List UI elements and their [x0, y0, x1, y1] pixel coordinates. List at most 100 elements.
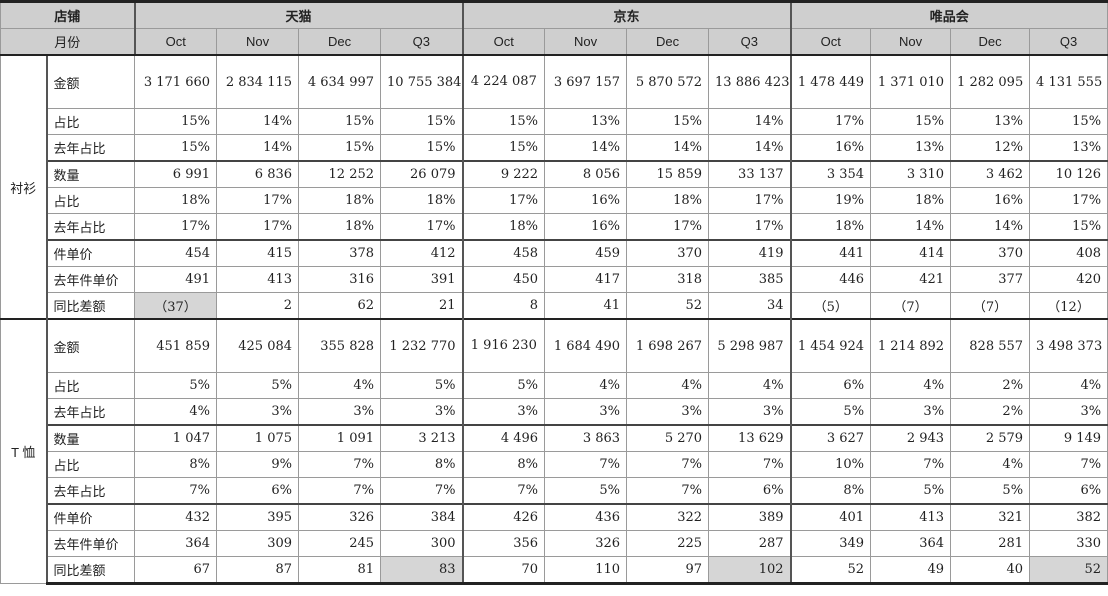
data-cell: 3 354: [790, 160, 872, 188]
metric-label: 占比: [45, 451, 136, 478]
metric-label: 件单价: [45, 239, 136, 267]
data-cell: 377: [950, 266, 1031, 293]
data-cell: 5%: [950, 477, 1031, 505]
data-cell: 12%: [950, 134, 1031, 162]
data-cell: 370: [950, 239, 1031, 267]
data-cell: 4%: [870, 372, 952, 399]
month-header-cell: Oct: [790, 28, 872, 56]
data-cell: 1 684 490: [544, 318, 628, 373]
data-cell: 4 131 555: [1029, 54, 1108, 109]
data-cell: 459: [544, 239, 628, 267]
data-cell: 14%: [544, 134, 628, 162]
data-cell: 2: [216, 292, 300, 320]
data-cell: 6%: [708, 477, 792, 505]
metric-label: 去年占比: [45, 134, 136, 162]
data-cell: 15%: [298, 134, 382, 162]
data-cell: 16%: [790, 134, 872, 162]
data-cell: 18%: [134, 187, 218, 214]
metric-label: 件单价: [45, 503, 136, 531]
data-cell: 426: [462, 503, 546, 531]
data-cell: 13 886 423: [708, 54, 792, 109]
data-cell: （37）: [134, 292, 218, 320]
data-cell: 8%: [134, 451, 218, 478]
data-cell: 7%: [462, 477, 546, 505]
data-cell: 4%: [1029, 372, 1108, 399]
data-cell: 15 859: [626, 160, 710, 188]
data-cell: 17%: [216, 213, 300, 241]
table-row: 占比 15% 14% 15% 15% 15% 13% 15% 14% 17% 15% 13% 15%: [1, 108, 1108, 135]
data-cell: 17%: [462, 187, 546, 214]
data-cell: 18%: [870, 187, 952, 214]
data-cell: 7%: [870, 451, 952, 478]
data-cell: 413: [216, 266, 300, 293]
data-cell: 1 454 924: [790, 318, 872, 373]
data-cell: 384: [380, 503, 464, 531]
data-cell: 17%: [380, 213, 464, 241]
data-cell: 17%: [790, 108, 872, 135]
data-cell: 389: [708, 503, 792, 531]
data-cell: 16%: [950, 187, 1031, 214]
store-header-row: 店铺 天猫 京东 唯品会: [0, 0, 1108, 29]
data-cell: 1 232 770: [380, 318, 464, 373]
data-cell: 1 214 892: [870, 318, 952, 373]
data-cell: 87: [216, 556, 300, 585]
data-cell: 7%: [298, 477, 382, 505]
data-cell: 15%: [462, 108, 546, 135]
data-cell: 5%: [462, 372, 546, 399]
month-header-cell: Nov: [216, 28, 300, 56]
data-cell: 3 627: [790, 424, 872, 452]
data-cell: 15%: [1029, 108, 1108, 135]
data-cell: 14%: [216, 108, 300, 135]
data-cell: 322: [626, 503, 710, 531]
data-cell: 3 213: [380, 424, 464, 452]
data-cell: 21: [380, 292, 464, 320]
data-cell: 3%: [1029, 398, 1108, 426]
data-cell: 5%: [544, 477, 628, 505]
table-row: 去年占比 7% 6% 7% 7% 7% 5% 7% 6% 8% 5% 5% 6%: [1, 477, 1108, 505]
month-header-label: 月份: [0, 28, 136, 56]
data-cell: 5 298 987: [708, 318, 792, 373]
data-cell: 412: [380, 239, 464, 267]
data-cell: 1 698 267: [626, 318, 710, 373]
table-row: 去年件单价 491 413 316 391 450 417 318 385 446 421 377 42…: [1, 266, 1108, 293]
store-header-jd: 京东: [462, 0, 792, 29]
data-cell: 458: [462, 239, 546, 267]
table-row: 同比差额 67 87 81 83 70 110 97 102 52 49 40 52: [1, 556, 1108, 585]
data-cell: 5%: [134, 372, 218, 399]
data-cell: 382: [1029, 503, 1108, 531]
data-cell: 3%: [870, 398, 952, 426]
data-cell: 6%: [1029, 477, 1108, 505]
data-cell: 408: [1029, 239, 1108, 267]
data-cell: 3%: [708, 398, 792, 426]
data-cell: 2 943: [870, 424, 952, 452]
data-cell: （7）: [870, 292, 952, 320]
metric-label: 占比: [45, 108, 136, 135]
data-cell: 3 863: [544, 424, 628, 452]
data-cell: 5 870 572: [626, 54, 710, 109]
data-cell: 4%: [626, 372, 710, 399]
month-header-cell: Dec: [950, 28, 1031, 56]
data-cell: 4%: [134, 398, 218, 426]
data-cell: 14%: [870, 213, 952, 241]
data-cell: 321: [950, 503, 1031, 531]
table-row: 占比 8% 9% 7% 8% 8% 7% 7% 7% 10% 7% 4% 7%: [1, 451, 1108, 478]
data-cell: 7%: [298, 451, 382, 478]
data-cell: 97: [626, 556, 710, 585]
metric-label: 占比: [45, 372, 136, 399]
data-cell: 67: [134, 556, 218, 585]
data-cell: 1 916 230: [462, 318, 546, 373]
data-cell: 4%: [544, 372, 628, 399]
data-cell: 415: [216, 239, 300, 267]
data-cell: 3%: [380, 398, 464, 426]
data-cell: 2%: [950, 372, 1031, 399]
data-cell: 8%: [790, 477, 872, 505]
data-cell: 4%: [298, 372, 382, 399]
data-cell: 441: [790, 239, 872, 267]
data-cell: 5%: [216, 372, 300, 399]
data-cell: 5%: [380, 372, 464, 399]
data-cell: 3 310: [870, 160, 952, 188]
data-cell: 13%: [870, 134, 952, 162]
data-cell: 17%: [134, 213, 218, 241]
